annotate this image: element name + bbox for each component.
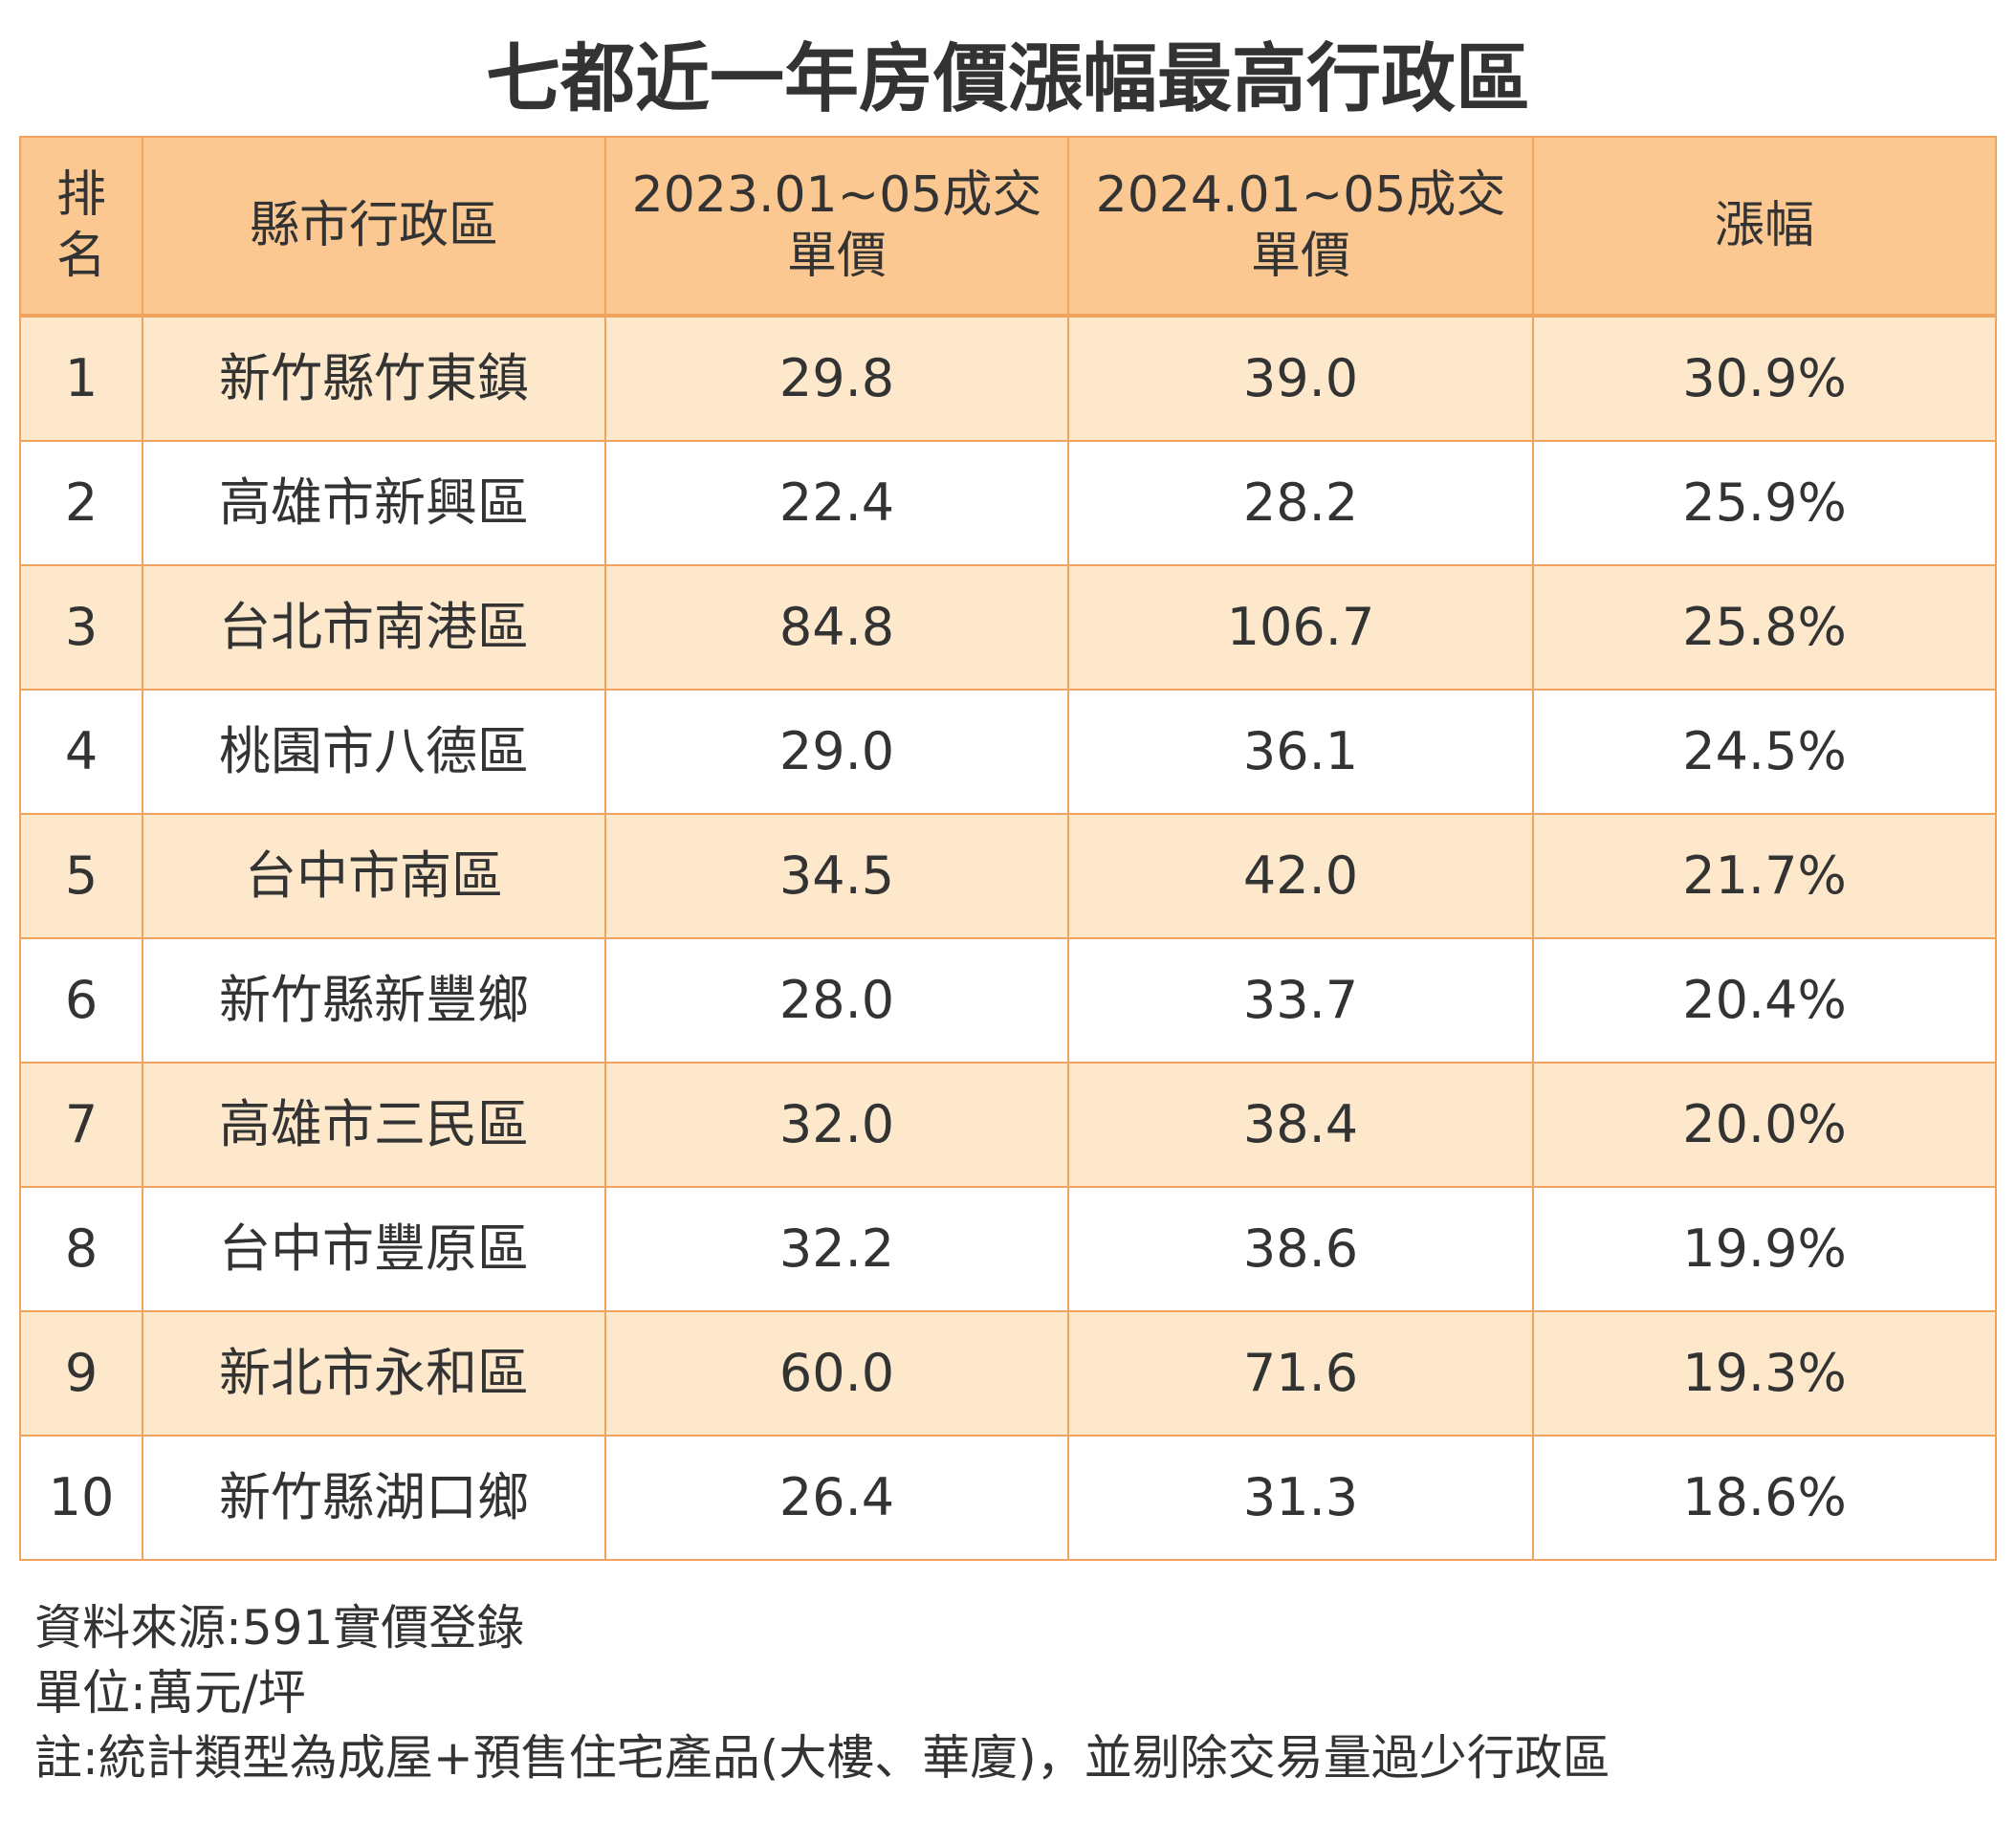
ranking-table: 排 名 縣市行政區 2023.01~05成交 單價 2024.01~05成交 單… <box>19 136 1997 1561</box>
rank-cell: 5 <box>19 813 143 939</box>
district-cell: 新北市永和區 <box>142 1310 606 1437</box>
district-cell: 桃園市八德區 <box>142 689 606 815</box>
rank-cell: 1 <box>19 315 143 442</box>
unit-note: 單位:萬元/坪 <box>34 1665 306 1721</box>
methodology-note: 註:統計類型為成屋+預售住宅產品(大樓、華廈)，並剔除交易量過少行政區 <box>34 1730 1611 1786</box>
rank-cell: 7 <box>19 1062 143 1188</box>
increase-cell: 20.4% <box>1532 937 1997 1064</box>
price-2024-cell: 28.2 <box>1067 440 1534 566</box>
table-row: 9 新北市永和區 60.0 71.6 19.3% <box>19 1310 1997 1437</box>
rank-cell: 9 <box>19 1310 143 1437</box>
table-row: 7 高雄市三民區 32.0 38.4 20.0% <box>19 1062 1997 1188</box>
price-2024-cell: 31.3 <box>1067 1435 1534 1561</box>
page-title: 七都近一年房價漲幅最高行政區 <box>485 36 1530 122</box>
increase-cell: 21.7% <box>1532 813 1997 939</box>
header-price-2024: 2024.01~05成交 單價 <box>1067 136 1534 317</box>
table-row: 3 台北市南港區 84.8 106.7 25.8% <box>19 564 1997 691</box>
price-2023-cell: 84.8 <box>604 564 1069 691</box>
header-rank-line1: 排 <box>55 166 106 224</box>
increase-cell: 25.9% <box>1532 440 1997 566</box>
district-cell: 高雄市三民區 <box>142 1062 606 1188</box>
table-row: 10 新竹縣湖口鄉 26.4 31.3 18.6% <box>19 1435 1997 1561</box>
table-row: 1 新竹縣竹東鎮 29.8 39.0 30.9% <box>19 315 1997 442</box>
price-2023-cell: 34.5 <box>604 813 1069 939</box>
price-2024-cell: 38.6 <box>1067 1186 1534 1312</box>
header-price-2023-line2: 單價 <box>786 228 887 285</box>
rank-cell: 8 <box>19 1186 143 1312</box>
table-row: 6 新竹縣新豐鄉 28.0 33.7 20.4% <box>19 937 1997 1064</box>
increase-cell: 18.6% <box>1532 1435 1997 1561</box>
price-2024-cell: 38.4 <box>1067 1062 1534 1188</box>
footnotes: 資料來源:591實價登錄 單位:萬元/坪 註:統計類型為成屋+預售住宅產品(大樓… <box>34 1595 1611 1790</box>
district-cell: 新竹縣竹東鎮 <box>142 315 606 442</box>
district-cell: 台北市南港區 <box>142 564 606 691</box>
price-2024-cell: 42.0 <box>1067 813 1534 939</box>
source-note: 資料來源:591實價登錄 <box>34 1600 525 1656</box>
rank-cell: 3 <box>19 564 143 691</box>
table-row: 4 桃園市八德區 29.0 36.1 24.5% <box>19 689 1997 815</box>
district-cell: 台中市南區 <box>142 813 606 939</box>
table-row: 2 高雄市新興區 22.4 28.2 25.9% <box>19 440 1997 566</box>
price-2024-cell: 39.0 <box>1067 315 1534 442</box>
price-2023-cell: 28.0 <box>604 937 1069 1064</box>
rank-cell: 6 <box>19 937 143 1064</box>
price-2024-cell: 71.6 <box>1067 1310 1534 1437</box>
header-district-label: 縣市行政區 <box>249 197 498 254</box>
header-price-2024-line1: 2024.01~05成交 <box>1095 166 1506 224</box>
header-increase-label: 漲幅 <box>1714 197 1814 254</box>
header-rank: 排 名 <box>19 136 143 317</box>
price-2023-cell: 26.4 <box>604 1435 1069 1561</box>
district-cell: 新竹縣新豐鄉 <box>142 937 606 1064</box>
increase-cell: 19.3% <box>1532 1310 1997 1437</box>
price-2024-cell: 36.1 <box>1067 689 1534 815</box>
table-row: 8 台中市豐原區 32.2 38.6 19.9% <box>19 1186 1997 1312</box>
price-2024-cell: 33.7 <box>1067 937 1534 1064</box>
increase-cell: 19.9% <box>1532 1186 1997 1312</box>
price-2023-cell: 32.0 <box>604 1062 1069 1188</box>
price-2024-cell: 106.7 <box>1067 564 1534 691</box>
price-2023-cell: 29.8 <box>604 315 1069 442</box>
rank-cell: 4 <box>19 689 143 815</box>
increase-cell: 24.5% <box>1532 689 1997 815</box>
increase-cell: 25.8% <box>1532 564 1997 691</box>
header-price-2023: 2023.01~05成交 單價 <box>604 136 1069 317</box>
table-row: 5 台中市南區 34.5 42.0 21.7% <box>19 813 1997 939</box>
increase-cell: 30.9% <box>1532 315 1997 442</box>
header-price-2023-line1: 2023.01~05成交 <box>631 166 1042 224</box>
rank-cell: 2 <box>19 440 143 566</box>
table-header-row: 排 名 縣市行政區 2023.01~05成交 單價 2024.01~05成交 單… <box>19 136 1997 317</box>
increase-cell: 20.0% <box>1532 1062 1997 1188</box>
price-2023-cell: 22.4 <box>604 440 1069 566</box>
rank-cell: 10 <box>19 1435 143 1561</box>
price-2023-cell: 29.0 <box>604 689 1069 815</box>
district-cell: 高雄市新興區 <box>142 440 606 566</box>
header-increase: 漲幅 <box>1532 136 1997 317</box>
price-2023-cell: 32.2 <box>604 1186 1069 1312</box>
header-price-2024-line2: 單價 <box>1250 228 1350 285</box>
district-cell: 新竹縣湖口鄉 <box>142 1435 606 1561</box>
header-district: 縣市行政區 <box>142 136 606 317</box>
header-rank-line2: 名 <box>55 228 106 285</box>
district-cell: 台中市豐原區 <box>142 1186 606 1312</box>
price-2023-cell: 60.0 <box>604 1310 1069 1437</box>
